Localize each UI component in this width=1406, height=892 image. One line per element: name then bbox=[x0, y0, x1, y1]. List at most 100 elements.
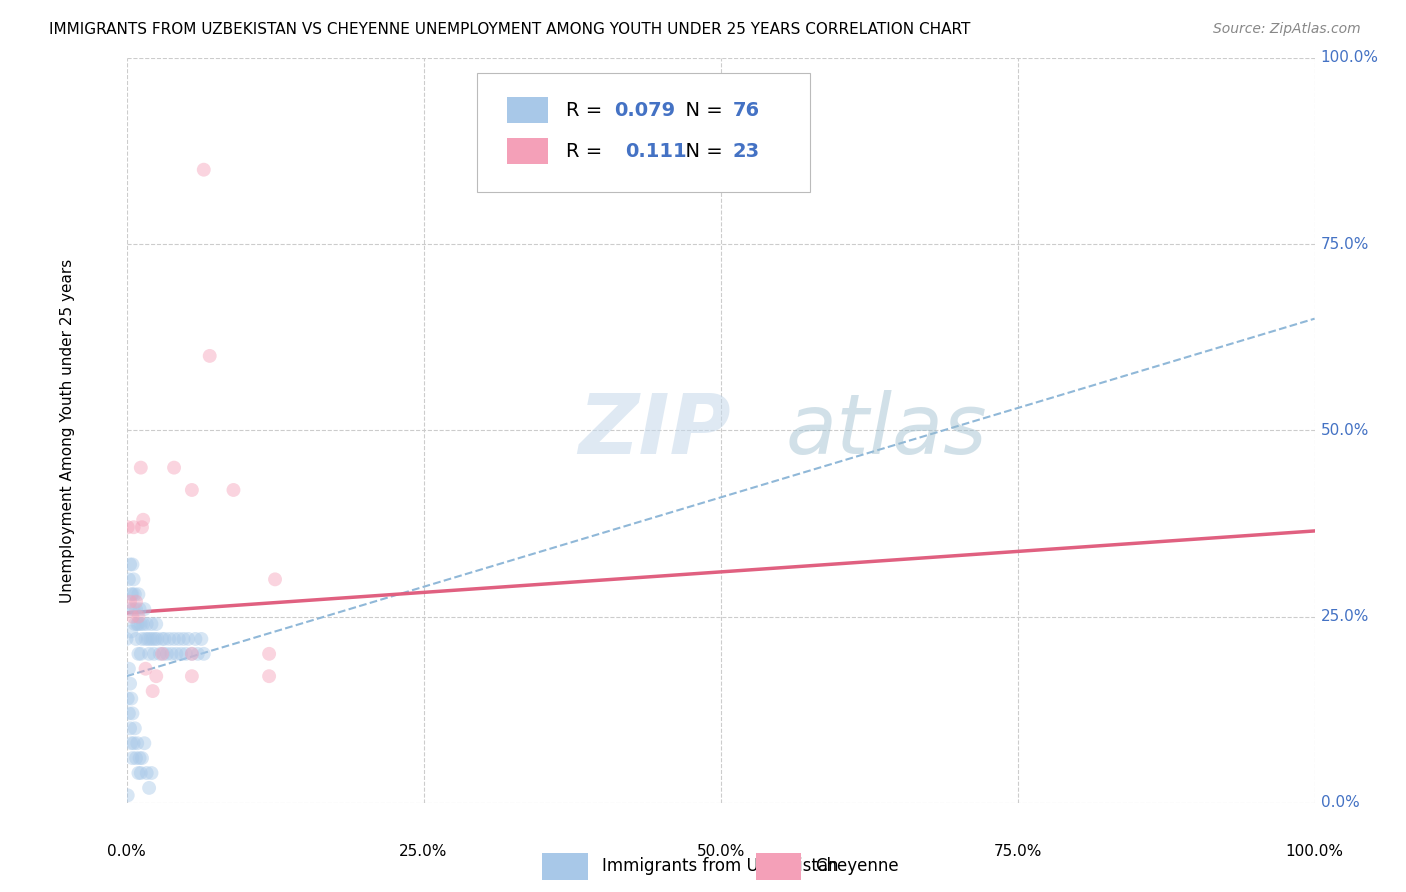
Point bbox=[180, 483, 202, 497]
Point bbox=[180, 647, 202, 661]
Point bbox=[127, 587, 149, 601]
Text: 50.0%: 50.0% bbox=[1320, 423, 1369, 438]
Text: Source: ZipAtlas.com: Source: ZipAtlas.com bbox=[1213, 22, 1361, 37]
Text: 50.0%: 50.0% bbox=[696, 844, 745, 859]
Point bbox=[193, 647, 215, 661]
Text: 0.079: 0.079 bbox=[613, 101, 675, 120]
Point bbox=[127, 647, 149, 661]
Point bbox=[150, 632, 173, 646]
Point bbox=[131, 632, 153, 646]
Point bbox=[142, 684, 165, 698]
Point bbox=[117, 520, 139, 534]
Point bbox=[173, 632, 195, 646]
Point bbox=[117, 789, 139, 803]
Point bbox=[135, 766, 157, 780]
Point bbox=[167, 632, 190, 646]
Point bbox=[153, 632, 176, 646]
Point bbox=[150, 647, 173, 661]
Point bbox=[135, 632, 157, 646]
Point bbox=[115, 632, 138, 646]
Point bbox=[142, 647, 165, 661]
Point bbox=[124, 587, 146, 601]
Point bbox=[142, 632, 165, 646]
Text: 23: 23 bbox=[733, 142, 759, 161]
Text: IMMIGRANTS FROM UZBEKISTAN VS CHEYENNE UNEMPLOYMENT AMONG YOUTH UNDER 25 YEARS C: IMMIGRANTS FROM UZBEKISTAN VS CHEYENNE U… bbox=[49, 22, 970, 37]
Point bbox=[120, 736, 142, 750]
Point bbox=[146, 632, 169, 646]
Point bbox=[198, 349, 221, 363]
Text: 100.0%: 100.0% bbox=[1320, 51, 1378, 65]
Point bbox=[138, 647, 160, 661]
Point bbox=[122, 602, 145, 616]
Point bbox=[121, 609, 143, 624]
Point bbox=[145, 669, 167, 683]
Text: 0.0%: 0.0% bbox=[107, 844, 146, 859]
Text: 76: 76 bbox=[733, 101, 759, 120]
Point bbox=[120, 558, 142, 572]
Point bbox=[120, 721, 142, 735]
Point bbox=[121, 558, 143, 572]
Point bbox=[129, 647, 152, 661]
Point bbox=[157, 632, 180, 646]
Text: Immigrants from Uzbekistan: Immigrants from Uzbekistan bbox=[602, 857, 838, 875]
Point bbox=[122, 573, 145, 587]
Text: ZIP: ZIP bbox=[578, 390, 731, 471]
Point bbox=[124, 721, 146, 735]
Point bbox=[127, 617, 149, 632]
Point bbox=[163, 632, 186, 646]
Point bbox=[222, 483, 245, 497]
FancyBboxPatch shape bbox=[477, 73, 810, 192]
Text: 100.0%: 100.0% bbox=[1285, 844, 1344, 859]
Point bbox=[127, 609, 149, 624]
Point bbox=[125, 632, 148, 646]
Point bbox=[120, 595, 142, 609]
Point bbox=[125, 751, 148, 765]
Point bbox=[121, 587, 143, 601]
Text: R =: R = bbox=[567, 101, 609, 120]
Text: 0.111: 0.111 bbox=[626, 142, 688, 161]
Text: N =: N = bbox=[673, 142, 730, 161]
Point bbox=[174, 647, 197, 661]
Point bbox=[122, 520, 145, 534]
Point bbox=[138, 780, 160, 795]
Point bbox=[120, 691, 142, 706]
Point bbox=[139, 632, 162, 646]
Point bbox=[180, 647, 202, 661]
Point bbox=[141, 766, 163, 780]
Point bbox=[163, 460, 186, 475]
Point bbox=[134, 602, 156, 616]
Text: 75.0%: 75.0% bbox=[994, 844, 1042, 859]
Point bbox=[129, 460, 152, 475]
Point bbox=[120, 624, 142, 639]
Point bbox=[141, 617, 163, 632]
Point bbox=[125, 595, 148, 609]
Text: 25.0%: 25.0% bbox=[1320, 609, 1369, 624]
FancyBboxPatch shape bbox=[506, 97, 548, 123]
Point bbox=[264, 573, 287, 587]
Point bbox=[128, 602, 150, 616]
FancyBboxPatch shape bbox=[506, 138, 548, 164]
Text: 25.0%: 25.0% bbox=[399, 844, 447, 859]
Point bbox=[129, 617, 152, 632]
Point bbox=[121, 751, 143, 765]
Point bbox=[128, 751, 150, 765]
Point bbox=[156, 647, 179, 661]
Point bbox=[190, 632, 212, 646]
Point bbox=[187, 647, 209, 661]
Point bbox=[120, 676, 142, 690]
Point bbox=[184, 632, 207, 646]
Point bbox=[127, 617, 149, 632]
Point bbox=[152, 647, 174, 661]
Point bbox=[120, 602, 142, 616]
Point bbox=[118, 662, 141, 676]
Point bbox=[131, 751, 153, 765]
Point bbox=[257, 669, 280, 683]
Point bbox=[135, 617, 157, 632]
Point bbox=[180, 669, 202, 683]
Point bbox=[127, 766, 149, 780]
Point bbox=[160, 647, 183, 661]
Text: Cheyenne: Cheyenne bbox=[815, 857, 900, 875]
FancyBboxPatch shape bbox=[756, 853, 801, 880]
Point bbox=[134, 736, 156, 750]
Point bbox=[121, 706, 143, 721]
